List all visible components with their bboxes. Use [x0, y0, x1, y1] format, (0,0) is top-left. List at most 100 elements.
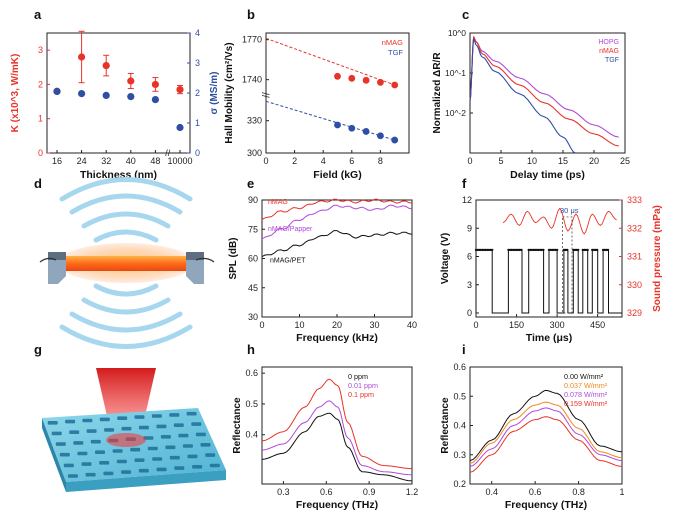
- meta-unit-4-1: [81, 462, 92, 466]
- meta-unit-3-0: [59, 452, 70, 457]
- data-point-b-s1-3: [377, 132, 384, 140]
- substrate-front: [66, 470, 226, 492]
- x-tick-label-h-0.6: 0.6: [320, 487, 333, 497]
- x-tick-label-e-0: 0: [259, 320, 264, 330]
- sound-waves-top: [59, 177, 193, 243]
- meta-unit-1-8: [191, 422, 202, 426]
- left-electrode: [48, 252, 66, 284]
- x-tick-label-i-0.8: 0.8: [572, 487, 585, 497]
- y-tick-label-b-b330: 330: [247, 116, 262, 126]
- meta-unit-1-7: [173, 423, 184, 427]
- voltage-sample-f-4-337: [565, 248, 569, 252]
- x-tick-label-a-3: 40: [126, 156, 136, 166]
- y-tick-label-f-l0: 0: [467, 308, 472, 318]
- series-line-e-1: [261, 204, 413, 240]
- data-point-b-s1-2: [362, 128, 370, 135]
- x-tick-label-f-450: 450: [590, 320, 605, 330]
- y-tick-label-f-r331: 331: [627, 252, 642, 262]
- voltage-sample-f-8-488: [606, 248, 610, 252]
- x-tick-label-a-5: 10000: [167, 156, 192, 166]
- meta-unit-0-7: [169, 413, 180, 417]
- y-axis-title-h: Reflectance: [232, 397, 243, 454]
- series-line-i-1: [469, 401, 623, 464]
- fit-line-b-1: [265, 100, 395, 141]
- meta-unit-5-3: [121, 470, 132, 474]
- meta-unit-4-6: [169, 455, 180, 460]
- panel-label-b: b: [247, 7, 255, 22]
- x-tick-label-a-2: 32: [101, 156, 111, 166]
- plot-frame-a: [46, 32, 191, 154]
- meta-unit-2-6: [160, 435, 171, 439]
- y-tick-label-a-l2: 2: [38, 79, 43, 89]
- y-axis-title-f-right: Sound pressure (mPa): [652, 205, 663, 312]
- y-tick-label-i-0.3: 0.3: [453, 450, 466, 460]
- meta-unit-5-0: [67, 474, 78, 478]
- x-axis-title-e: Frequency (kHz): [296, 332, 378, 344]
- series-line-e-2: [261, 230, 413, 258]
- legend-b-1: TGF: [388, 48, 403, 57]
- meta-unit-4-2: [99, 461, 110, 465]
- data-point-b-s0-4: [391, 81, 399, 89]
- y-tick-label-i-0.5: 0.5: [453, 391, 466, 401]
- legend-h-0: 0 ppm: [348, 372, 368, 381]
- chart-f: 0 150 300 450 0 3 6 9 12 329 330 331 332 333 30 μs Time…: [440, 195, 663, 344]
- series-line-i-0: [469, 389, 623, 462]
- x-tick-label-c-20: 20: [589, 156, 599, 166]
- y-tick-label-b-t1740: 1740: [242, 75, 262, 85]
- y-axis-title-i: Reflectance: [440, 397, 451, 454]
- wire-left: [39, 257, 57, 263]
- data-point-a-s1-1: [78, 90, 86, 98]
- voltage-square-wave-f: [475, 249, 622, 314]
- data-point-a-s1-0: [53, 87, 61, 96]
- panel-label-e: e: [247, 176, 254, 191]
- data-point-a-s0-2: [102, 61, 110, 70]
- voltage-sample-f-5-378: [577, 248, 580, 252]
- meta-unit-4-0: [63, 463, 74, 468]
- y-tick-label-f-l3: 3: [467, 280, 472, 290]
- plot-frame-b: [265, 32, 410, 154]
- meta-unit-2-2: [90, 439, 101, 444]
- series-line-c-0: [469, 36, 619, 138]
- x-tick-label-e-40: 40: [407, 320, 417, 330]
- meta-unit-4-8: [205, 453, 216, 457]
- meta-unit-5-7: [192, 465, 203, 469]
- substrate-side: [42, 418, 66, 492]
- x-tick-label-b-4: 4: [321, 156, 326, 166]
- fit-line-b-0: [265, 37, 395, 86]
- chart-i: 0.4 0.6 0.8 1 0.2 0.3 0.4 0.5 0.6 0.00 W/mm²0.037…: [440, 362, 625, 511]
- x-tick-label-c-10: 10: [527, 156, 537, 166]
- data-point-a-s1-5: [176, 123, 184, 132]
- y-axis-title-f-left: Voltage (V): [440, 233, 451, 284]
- meta-unit-3-3: [112, 449, 123, 453]
- meta-unit-3-1: [77, 451, 88, 456]
- meta-unit-5-8: [209, 463, 220, 468]
- meta-unit-2-1: [73, 441, 84, 445]
- meta-unit-1-4: [121, 426, 132, 431]
- meta-unit-0-0: [47, 421, 58, 425]
- metasurface-illustration: [42, 368, 226, 492]
- x-axis-title-f: Time (μs): [526, 332, 573, 344]
- meta-unit-3-7: [182, 444, 193, 448]
- y-tick-label-f-r333: 333: [627, 195, 642, 205]
- meta-unit-2-8: [195, 432, 206, 437]
- data-point-a-s0-5: [176, 85, 184, 94]
- y-tick-label-h-0.5: 0.5: [245, 399, 258, 409]
- meta-unit-3-4: [130, 447, 141, 452]
- series-label-e-0: nMAG: [268, 199, 288, 206]
- meta-unit-0-6: [151, 414, 162, 418]
- metasurface-pattern: [47, 411, 220, 478]
- data-point-b-s0-0: [334, 72, 341, 80]
- x-tick-label-h-0.3: 0.3: [277, 487, 290, 497]
- y-tick-label-e-30: 30: [248, 312, 258, 322]
- y-tick-label-i-0.6: 0.6: [453, 362, 466, 372]
- meta-unit-0-2: [82, 418, 93, 423]
- x-axis-title-b: Field (kG): [313, 169, 361, 181]
- y-tick-label-f-l6: 6: [467, 252, 472, 262]
- panel-label-c: c: [462, 7, 469, 22]
- meta-unit-3-8: [200, 443, 211, 447]
- x-tick-label-e-20: 20: [332, 320, 342, 330]
- y-tick-label-c-2: 10^0: [448, 28, 466, 38]
- y-tick-label-f-r332: 332: [627, 223, 642, 233]
- meta-unit-0-5: [134, 415, 145, 419]
